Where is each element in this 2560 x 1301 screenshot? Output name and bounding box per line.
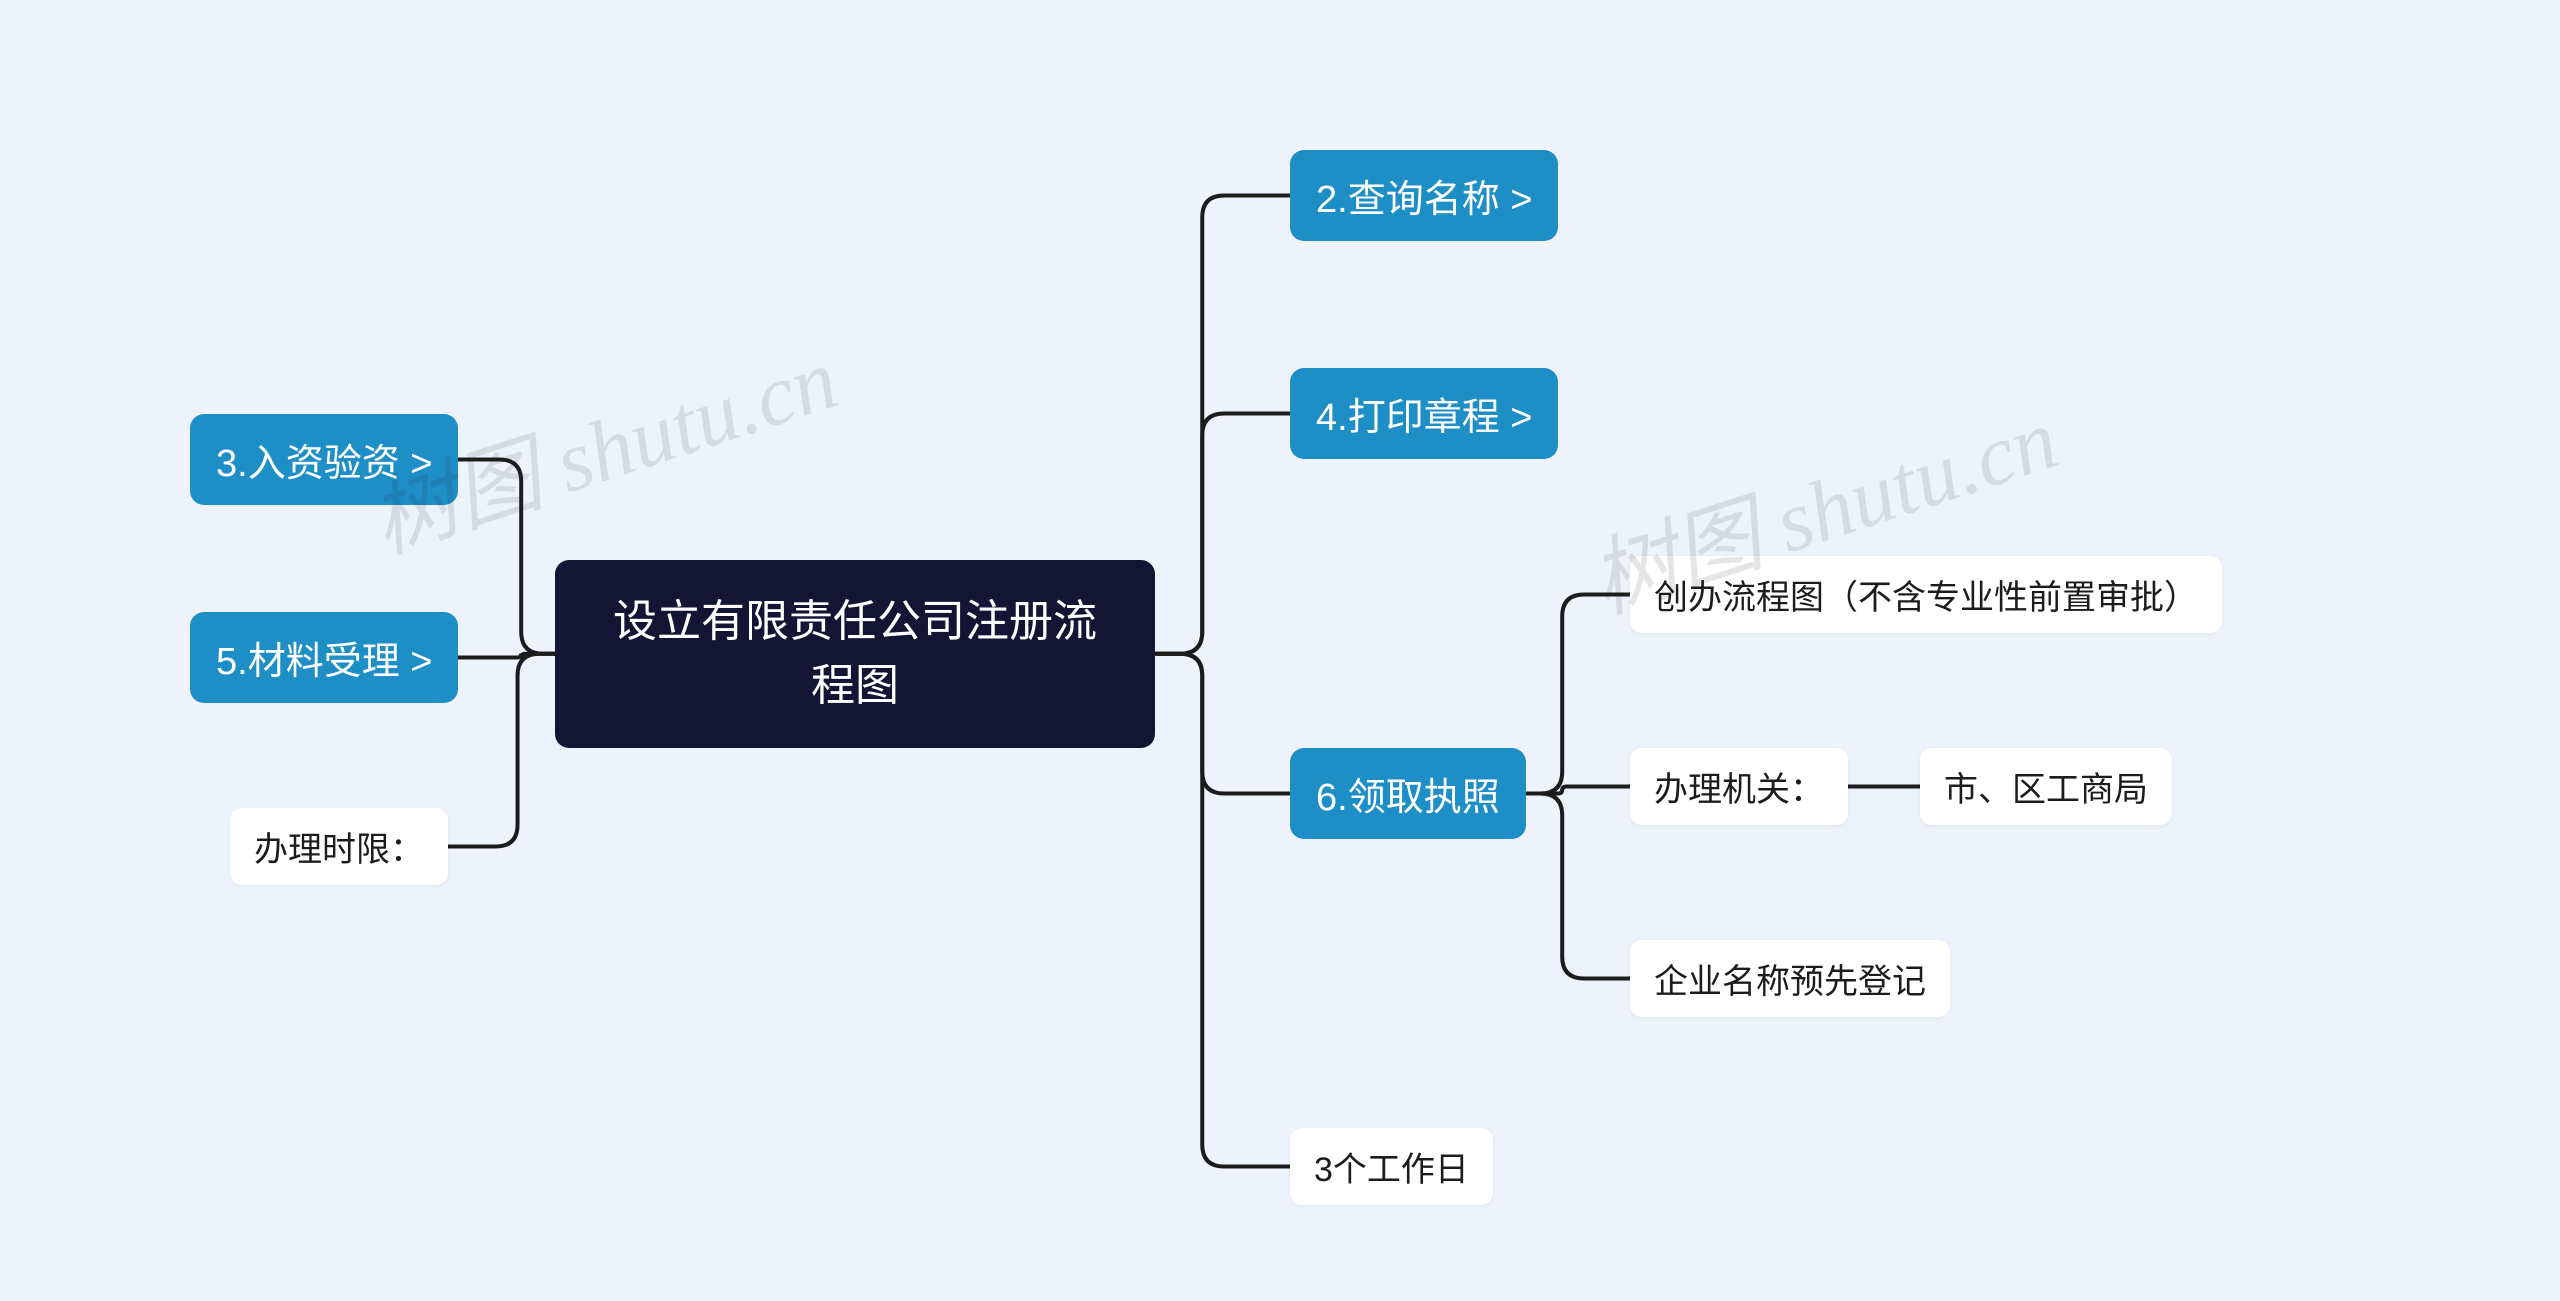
watermark: 树图 shutu.cn (352, 309, 850, 577)
node-r3[interactable]: 6.领取执照 (1290, 748, 1526, 839)
node-r3b[interactable]: 办理机关： (1630, 748, 1848, 825)
root-node[interactable]: 设立有限责任公司注册流程图 (555, 560, 1155, 748)
node-l3[interactable]: 办理时限： (230, 808, 448, 885)
node-l2[interactable]: 5.材料受理 > (190, 612, 458, 703)
node-r3b1[interactable]: 市、区工商局 (1920, 748, 2172, 825)
node-r3c[interactable]: 企业名称预先登记 (1630, 940, 1950, 1017)
node-r4[interactable]: 3个工作日 (1290, 1128, 1493, 1205)
mindmap-canvas: 设立有限责任公司注册流程图 3.入资验资 > 5.材料受理 > 办理时限： 2.… (0, 0, 2560, 1301)
node-r1[interactable]: 2.查询名称 > (1290, 150, 1558, 241)
node-r2[interactable]: 4.打印章程 > (1290, 368, 1558, 459)
